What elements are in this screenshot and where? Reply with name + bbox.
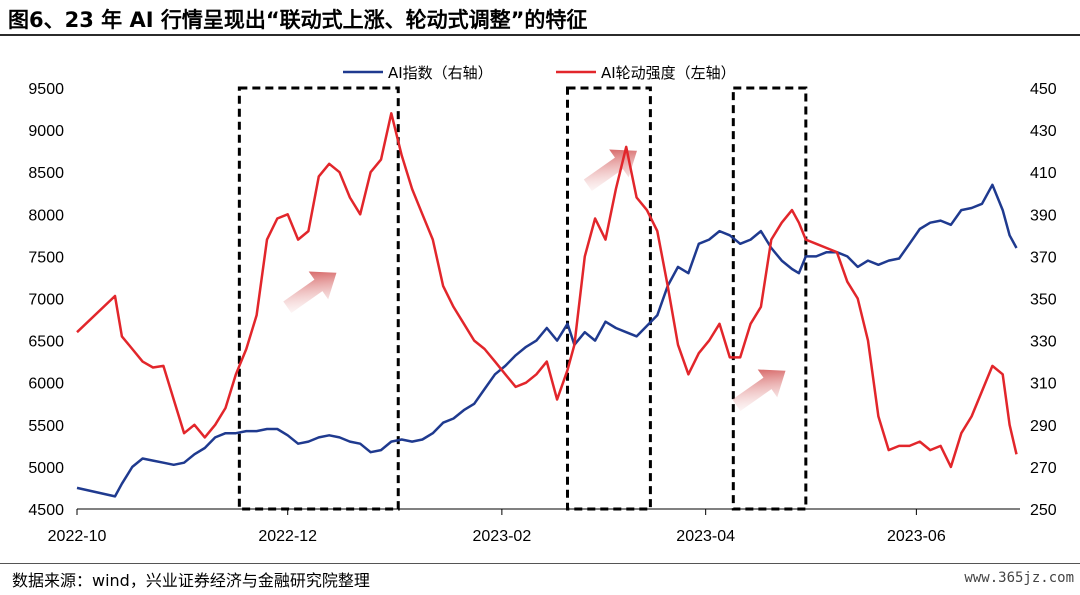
y-right-tick-label: 250: [1030, 502, 1057, 519]
chart-title: 图6、23 年 AI 行情呈现出“联动式上涨、轮动式调整”的特征: [8, 8, 588, 32]
x-tick-label: 2022-10: [48, 528, 107, 545]
dashed-highlight-box: [565, 86, 652, 511]
y-right-tick-label: 410: [1030, 165, 1057, 182]
x-tick-label: 2023-06: [887, 528, 946, 545]
up-arrow-icon: [583, 149, 637, 191]
y-left-tick-label: 5500: [28, 418, 64, 435]
y-right-tick-label: 450: [1030, 81, 1057, 98]
y-right-tick-label: 270: [1030, 460, 1057, 477]
dashed-highlight-box: [731, 86, 808, 511]
watermark: www.365jz.com: [964, 570, 1074, 586]
y-right-tick-label: 350: [1030, 292, 1057, 309]
y-left-tick-label: 7000: [28, 292, 64, 309]
y-left-tick-label: 6500: [28, 334, 64, 351]
y-right-tick-label: 390: [1030, 207, 1057, 224]
x-tick-label: 2023-04: [676, 528, 735, 545]
up-arrow-icon: [283, 271, 337, 313]
y-left-tick-label: 9000: [28, 123, 64, 140]
y-left-tick-label: 5000: [28, 460, 64, 477]
y-right-tick-label: 370: [1030, 249, 1057, 266]
legend-label: AI轮动强度（左轴）: [601, 64, 736, 82]
dashed-highlight-box: [237, 86, 400, 511]
source-note: 数据来源：wind，兴业证券经济与金融研究院整理: [12, 571, 370, 590]
ai-index-line: [76, 183, 1018, 498]
y-right-tick-label: 330: [1030, 334, 1057, 351]
footer-divider: [0, 563, 1080, 564]
y-right-tick-label: 290: [1030, 418, 1057, 435]
y-right-tick-label: 310: [1030, 376, 1057, 393]
y-right-tick-label: 430: [1030, 123, 1057, 140]
y-left-tick-label: 9500: [28, 81, 64, 98]
x-tick-label: 2022-12: [258, 528, 317, 545]
y-left-tick-label: 7500: [28, 249, 64, 266]
y-left-tick-label: 4500: [28, 502, 64, 519]
chart: 2022-10 2022-12 2023-02 2023-04 2023-06 4500 5…: [28, 64, 1057, 545]
y-left-tick-label: 8500: [28, 165, 64, 182]
ai-rotation-line: [76, 112, 1018, 469]
title-divider: [0, 34, 1080, 36]
legend-label: AI指数（右轴）: [388, 64, 493, 82]
y-left-tick-label: 8000: [28, 207, 64, 224]
y-left-tick-label: 6000: [28, 376, 64, 393]
x-tick-label: 2023-02: [473, 528, 532, 545]
up-arrow-icon: [732, 369, 786, 411]
